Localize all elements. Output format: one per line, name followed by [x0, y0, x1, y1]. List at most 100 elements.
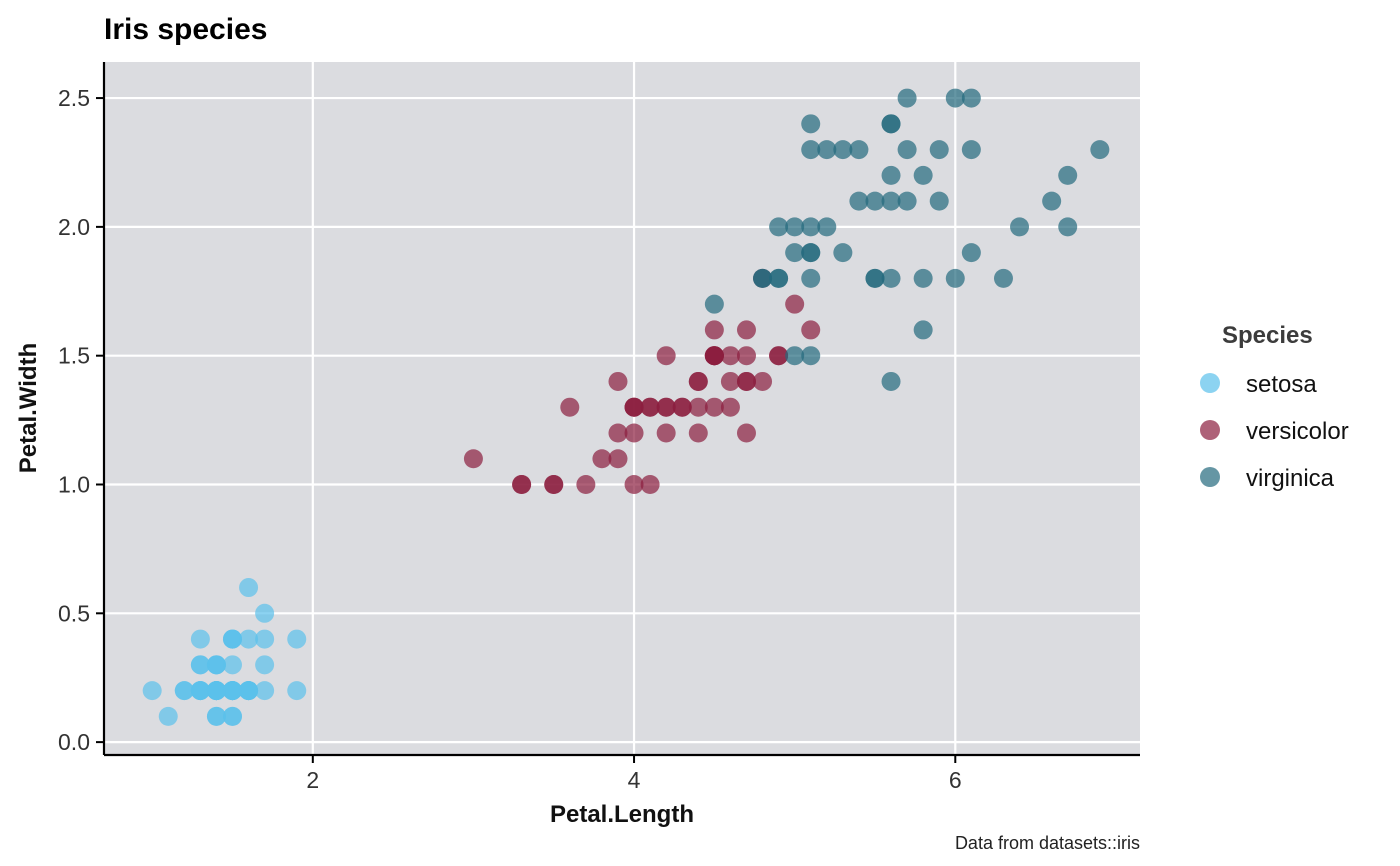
point-virginica — [1058, 165, 1078, 185]
point-virginica — [785, 243, 805, 263]
point-virginica — [961, 243, 981, 263]
x-tick-label: 2 — [306, 767, 319, 793]
point-virginica — [801, 140, 821, 160]
point-virginica — [865, 191, 885, 211]
legend-key-setosa — [1200, 373, 1220, 393]
point-setosa — [190, 681, 210, 701]
data-points — [142, 88, 1110, 726]
point-virginica — [881, 371, 901, 391]
point-setosa — [142, 681, 162, 701]
legend-label-virginica: virginica — [1246, 465, 1335, 492]
point-versicolor — [688, 371, 708, 391]
point-versicolor — [608, 449, 628, 469]
point-virginica — [1010, 217, 1030, 237]
point-versicolor — [624, 397, 644, 417]
y-tick-label: 2.5 — [58, 85, 90, 111]
point-setosa — [174, 681, 194, 701]
point-virginica — [753, 268, 773, 288]
point-setosa — [287, 629, 307, 649]
point-setosa — [255, 681, 275, 701]
point-virginica — [769, 268, 789, 288]
point-virginica — [849, 191, 869, 211]
point-setosa — [158, 706, 178, 726]
point-versicolor — [640, 397, 660, 417]
point-versicolor — [656, 346, 676, 366]
point-versicolor — [720, 346, 740, 366]
point-versicolor — [512, 474, 532, 494]
point-versicolor — [720, 371, 740, 391]
y-axis-title: Petal.Width — [15, 343, 42, 473]
y-tick-label: 1.5 — [58, 343, 90, 369]
point-virginica — [833, 140, 853, 160]
point-virginica — [865, 268, 885, 288]
legend-key-versicolor — [1200, 420, 1220, 440]
point-virginica — [929, 140, 949, 160]
point-virginica — [881, 165, 901, 185]
point-versicolor — [736, 320, 756, 340]
point-virginica — [897, 191, 917, 211]
y-tick-label: 2.0 — [58, 214, 90, 240]
legend-label-versicolor: versicolor — [1246, 418, 1349, 445]
point-virginica — [961, 140, 981, 160]
point-virginica — [817, 140, 837, 160]
legend: Species setosa versicolor virginica — [1200, 322, 1349, 492]
caption: Data from datasets::iris — [955, 833, 1140, 853]
y-axis-ticks: 0.0 0.5 1.0 1.5 2.0 2.5 — [58, 85, 104, 755]
point-versicolor — [688, 397, 708, 417]
point-versicolor — [624, 423, 644, 443]
point-virginica — [1042, 191, 1062, 211]
point-setosa — [239, 629, 259, 649]
point-virginica — [897, 140, 917, 160]
plot-panel — [104, 62, 1140, 755]
point-virginica — [833, 243, 853, 263]
gridlines — [104, 62, 1140, 755]
point-versicolor — [704, 346, 724, 366]
point-versicolor — [624, 474, 644, 494]
point-virginica — [881, 191, 901, 211]
point-versicolor — [736, 346, 756, 366]
point-setosa — [287, 681, 307, 701]
point-virginica — [801, 114, 821, 134]
point-setosa — [206, 655, 226, 675]
point-versicolor — [576, 474, 596, 494]
point-virginica — [849, 140, 869, 160]
point-versicolor — [544, 474, 564, 494]
point-virginica — [769, 217, 789, 237]
point-versicolor — [656, 423, 676, 443]
point-virginica — [704, 294, 724, 314]
point-virginica — [785, 217, 805, 237]
point-setosa — [239, 681, 259, 701]
point-versicolor — [753, 371, 773, 391]
x-axis-ticks: 2 4 6 — [306, 755, 962, 793]
point-virginica — [817, 217, 837, 237]
point-virginica — [913, 268, 933, 288]
point-versicolor — [608, 371, 628, 391]
point-setosa — [222, 706, 242, 726]
point-versicolor — [704, 397, 724, 417]
point-versicolor — [736, 423, 756, 443]
y-tick-label: 0.5 — [58, 600, 90, 626]
point-setosa — [222, 681, 242, 701]
point-virginica — [913, 165, 933, 185]
point-virginica — [929, 191, 949, 211]
point-setosa — [190, 629, 210, 649]
point-virginica — [945, 88, 965, 108]
point-virginica — [785, 346, 805, 366]
x-axis-title: Petal.Length — [550, 801, 694, 828]
legend-title: Species — [1222, 322, 1313, 349]
point-setosa — [222, 655, 242, 675]
point-virginica — [897, 88, 917, 108]
point-setosa — [239, 578, 259, 598]
x-tick-label: 6 — [949, 767, 962, 793]
point-virginica — [801, 346, 821, 366]
point-versicolor — [463, 449, 483, 469]
point-setosa — [222, 629, 242, 649]
x-tick-label: 4 — [628, 767, 641, 793]
point-virginica — [881, 114, 901, 134]
point-virginica — [801, 243, 821, 263]
point-virginica — [1058, 217, 1078, 237]
point-virginica — [801, 217, 821, 237]
chart-title: Iris species — [104, 13, 267, 46]
point-versicolor — [801, 320, 821, 340]
